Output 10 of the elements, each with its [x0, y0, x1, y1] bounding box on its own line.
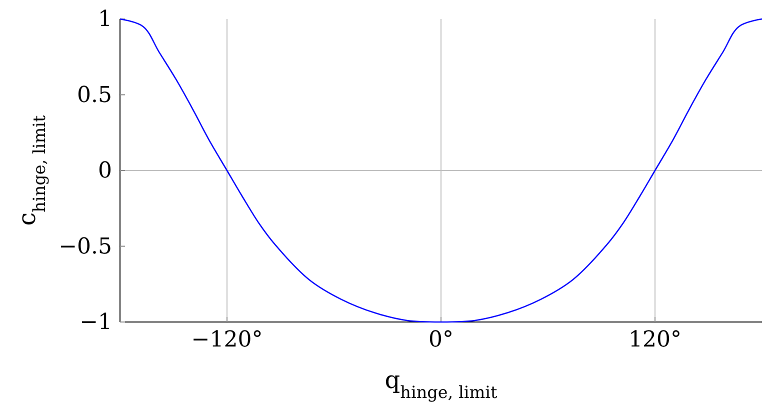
y-tick-label: 1 [98, 7, 112, 32]
x-tick-label: 120° [628, 328, 682, 353]
x-axis-title: q$_{hinge, limit}$ [384, 366, 498, 402]
y-tick-label: 0.5 [77, 82, 112, 108]
y-tick-label: 0 [98, 158, 112, 184]
x-tick-label: 0° [428, 328, 454, 353]
y-tick-label: −1 [80, 310, 112, 336]
line-series [119, 18, 763, 323]
y-tick-label: −0.5 [58, 234, 112, 260]
x-tick-label: −120° [191, 328, 263, 353]
